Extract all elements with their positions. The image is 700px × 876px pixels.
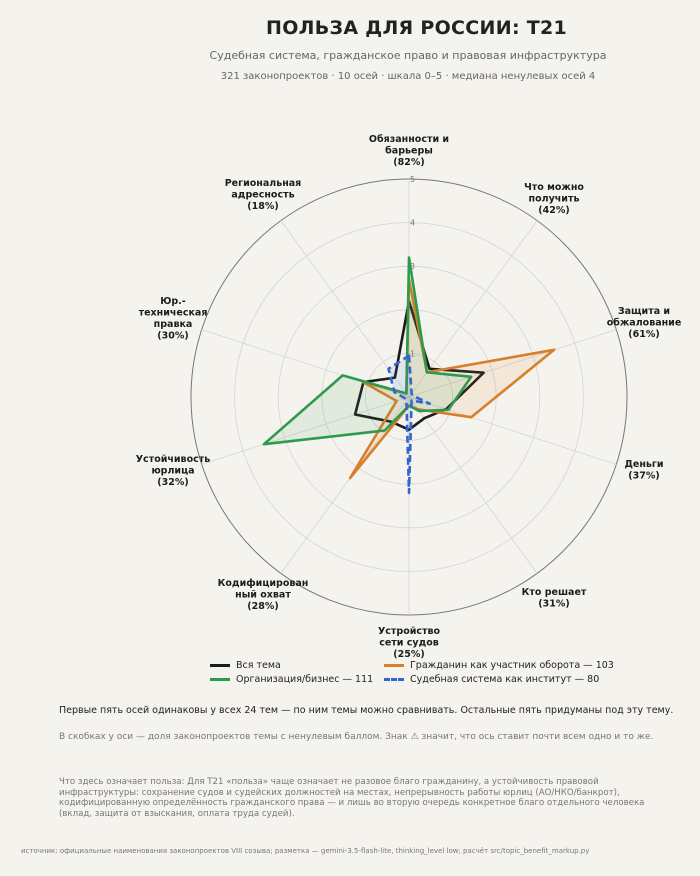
axis-label: Региональная адресность (18%)	[225, 178, 302, 212]
r-tick-label: 4	[410, 219, 415, 228]
grid-spoke	[408, 396, 617, 465]
note-axes: Первые пять осей одинаковы у всех 24 тем…	[59, 705, 674, 716]
source-caption: источник: официальные наименования закон…	[21, 847, 590, 855]
grid-spoke	[201, 396, 410, 465]
legend-label: Судебная система как институт — 80	[410, 674, 600, 685]
note-share: В скобках у оси — доля законопроектов те…	[59, 732, 654, 742]
legend-label: Гражданин как участник оборота — 103	[410, 660, 614, 671]
axis-label: Обязанности и барьеры (82%)	[369, 134, 449, 168]
legend-swatch	[210, 678, 230, 681]
axis-label: Кто решает (31%)	[522, 587, 587, 610]
axis-label: Защита и обжалование (61%)	[607, 306, 682, 340]
r-tick-label: 1	[410, 349, 415, 358]
grid-spoke	[408, 396, 538, 574]
axis-label: Кодифицирован ный охват (28%)	[218, 578, 309, 612]
axis-label: Устройство сети судов (25%)	[378, 626, 441, 660]
axis-label: Деньги (37%)	[624, 459, 663, 482]
grid-spoke	[280, 220, 410, 398]
page-meta: 321 законопроектов · 10 осей · шкала 0–5…	[220, 71, 596, 82]
note-benefit: Что здесь означает польза: Для T21 «поль…	[59, 777, 645, 820]
axis-label: Устойчивость юрлица (32%)	[136, 454, 211, 488]
legend-swatch	[210, 664, 230, 667]
grid-spoke	[408, 329, 617, 398]
legend-item-court-system: Судебная система как институт — 80	[384, 674, 599, 685]
r-tick-label: 5	[410, 175, 415, 184]
legend-item-business: Организация/бизнес — 111	[210, 674, 373, 685]
legend-label: Организация/бизнес — 111	[236, 674, 374, 685]
page-title: ПОЛЬЗА ДЛЯ РОССИИ: T21	[266, 17, 568, 39]
series-4-line	[387, 354, 432, 495]
series-3-line	[262, 256, 473, 446]
legend-item-whole-topic: Вся тема	[210, 660, 281, 671]
page-subtitle: Судебная система, гражданское право и пр…	[209, 49, 607, 62]
legend-swatch	[384, 664, 404, 667]
series-1-line	[353, 299, 485, 432]
axis-label: Что можно получить (42%)	[524, 182, 584, 216]
r-tick-label: 3	[410, 262, 415, 271]
legend-label: Вся тема	[236, 660, 281, 671]
axis-label: Юр.-техническая правка (30%)	[139, 296, 208, 342]
legend-swatch	[384, 678, 404, 681]
legend-item-citizen: Гражданин как участник оборота — 103	[384, 660, 614, 671]
